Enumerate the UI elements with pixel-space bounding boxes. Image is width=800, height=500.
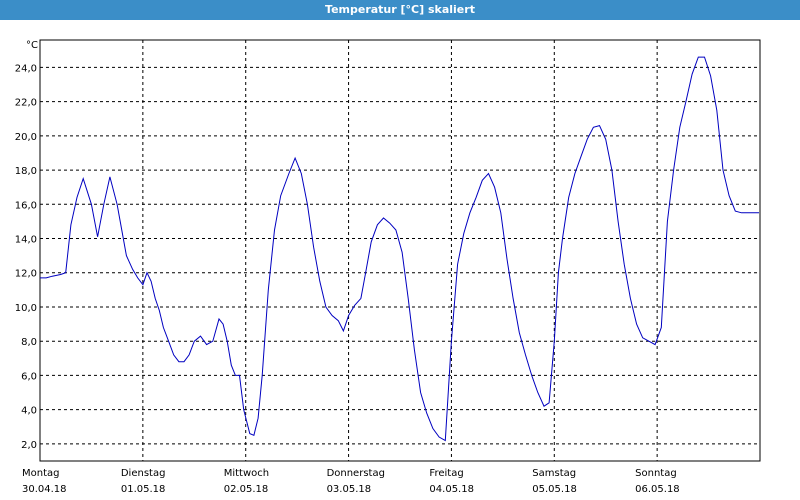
temperature-chart: 2,0 4,0 6,0 8,0 10,0 12,0 14,0 16,0 18,0 20,0 22,0… — [15, 39, 761, 495]
x-tick-date-label: 02.05.18 — [224, 484, 269, 495]
y-tick-label: 20,0 — [15, 132, 37, 143]
x-tick-date-label: 30.04.18 — [22, 484, 67, 495]
x-tick-day-label: Montag — [22, 468, 59, 479]
x-tick-day-label: Freitag — [429, 468, 463, 479]
y-tick-label: 8,0 — [21, 337, 37, 348]
x-tick-date-label: 04.05.18 — [429, 484, 474, 495]
x-tick-day-label: Mittwoch — [224, 468, 269, 479]
y-axis-ticks: 2,0 4,0 6,0 8,0 10,0 12,0 14,0 16,0 18,0 20,0 22,0… — [15, 63, 37, 451]
x-tick-date-label: 06.05.18 — [635, 484, 680, 495]
temperature-series-line — [40, 56, 759, 442]
y-tick-label: 14,0 — [15, 235, 37, 246]
y-tick-label: 6,0 — [21, 371, 37, 382]
y-tick-label: 22,0 — [15, 98, 37, 109]
x-axis-ticks: Montag 30.04.18 Dienstag 01.05.18 Mittwoch 02… — [22, 468, 680, 495]
y-tick-label: 2,0 — [21, 440, 37, 451]
grid-lines — [40, 40, 760, 461]
series-layer — [40, 56, 759, 442]
x-tick-date-label: 01.05.18 — [121, 484, 166, 495]
x-tick-day-label: Dienstag — [121, 468, 166, 479]
y-axis-unit-label: °C — [26, 40, 38, 51]
x-tick-day-label: Donnerstag — [327, 468, 385, 479]
y-tick-label: 4,0 — [21, 406, 37, 417]
y-tick-label: 10,0 — [15, 303, 37, 314]
x-tick-date-label: 03.05.18 — [327, 484, 372, 495]
y-tick-label: 18,0 — [15, 166, 37, 177]
y-tick-label: 24,0 — [15, 63, 37, 74]
x-tick-date-label: 05.05.18 — [532, 484, 577, 495]
x-tick-day-label: Sonntag — [635, 468, 677, 479]
y-tick-label: 12,0 — [15, 269, 37, 280]
plot-frame — [39, 39, 761, 462]
window-title: Temperatur [°C] skaliert — [0, 0, 800, 20]
x-tick-day-label: Samstag — [532, 468, 576, 479]
y-tick-label: 16,0 — [15, 200, 37, 211]
